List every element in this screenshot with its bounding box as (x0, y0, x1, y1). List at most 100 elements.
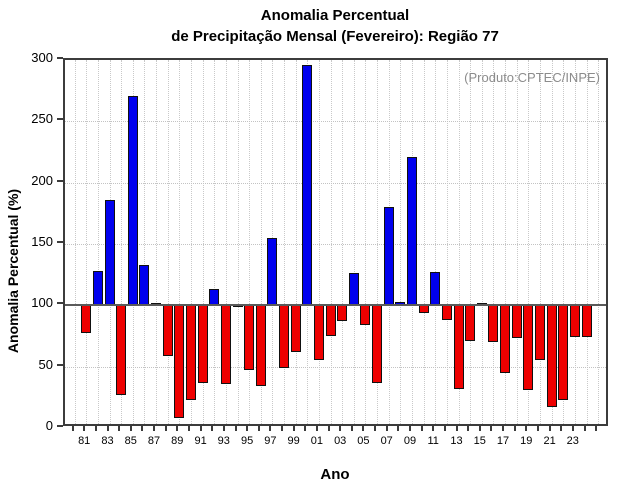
bar-93 (220, 305, 231, 384)
baseline-100 (65, 304, 606, 307)
gridline-v-1989 (179, 60, 181, 424)
x-tick-label-95: 95 (240, 435, 254, 447)
gridline-v-1991 (202, 60, 204, 424)
x-tick-label-13: 13 (450, 435, 463, 447)
x-tick-1984 (118, 426, 121, 431)
x-tick-2011 (432, 426, 435, 431)
bar-22 (558, 305, 569, 400)
x-tick-1985 (129, 426, 132, 431)
x-tick-label-07: 07 (380, 435, 393, 447)
bar-11 (430, 272, 441, 306)
x-tick-2006 (374, 426, 377, 431)
x-tick-label-81: 81 (78, 435, 91, 447)
bar-85 (127, 95, 138, 306)
y-tick-label-250: 250 (31, 111, 53, 127)
gridline-v-2021 (551, 60, 553, 424)
bar-09 (407, 156, 417, 306)
x-tick-label-05: 05 (357, 435, 370, 447)
bar-84 (116, 305, 127, 395)
y-tick-200 (57, 179, 63, 182)
x-tick-label-91: 91 (194, 435, 207, 447)
bar-86 (139, 264, 150, 306)
gridline-v-2022 (563, 60, 565, 424)
x-tick-label-15: 15 (473, 435, 486, 447)
x-tick-2023 (571, 426, 574, 431)
bar-98 (279, 305, 289, 368)
gridline-v-1993 (225, 60, 227, 424)
bar-91 (197, 305, 208, 383)
x-tick-2022 (560, 426, 563, 431)
bar-10 (418, 305, 429, 313)
bar-12 (441, 305, 452, 320)
x-tick-2020 (536, 426, 539, 431)
x-tick-2021 (548, 426, 551, 431)
x-tick-2017 (502, 426, 504, 431)
x-tick-1994 (234, 426, 237, 431)
x-tick-label-87: 87 (147, 435, 161, 447)
x-tick-1989 (176, 426, 179, 431)
x-tick-2016 (490, 426, 493, 431)
x-tick-2019 (525, 426, 528, 431)
x-tick-2009 (409, 426, 411, 431)
x-tick-1998 (281, 426, 283, 431)
gridline-h-200 (65, 182, 606, 184)
x-tick-label-19: 19 (520, 435, 533, 447)
y-tick-150 (57, 241, 63, 243)
gridline-v-2020 (539, 60, 541, 424)
x-tick-label-23: 23 (566, 435, 579, 447)
bar-97 (267, 237, 278, 306)
gridline-h-50 (65, 366, 606, 368)
x-tick-2015 (478, 426, 481, 431)
gridline-v-2023 (574, 60, 576, 424)
gridline-v-1987 (156, 60, 157, 424)
gridline-v-1996 (260, 60, 262, 424)
bar-23 (569, 305, 580, 338)
gridline-v-2014 (470, 60, 472, 424)
x-tick-2002 (327, 426, 330, 431)
x-tick-1986 (141, 426, 144, 431)
x-tick-1990 (187, 426, 190, 431)
bar-89 (174, 305, 185, 419)
gridline-v-1998 (284, 60, 285, 424)
bar-14 (465, 305, 476, 341)
gridline-v-2024 (586, 60, 588, 424)
gridline-v-1981 (86, 60, 88, 424)
chart-title-line2: de Precipitação Mensal (Fevereiro): Regi… (171, 28, 499, 45)
x-tick-2008 (397, 426, 400, 431)
gridline-h-150 (65, 244, 606, 245)
x-tick-1997 (269, 426, 272, 431)
x-tick-label-93: 93 (217, 435, 230, 447)
x-tick-2004 (350, 426, 353, 431)
x-tick-2018 (513, 426, 516, 431)
bar-96 (255, 305, 266, 387)
gridline-v-2008 (400, 60, 402, 424)
gridline-v-2016 (493, 60, 495, 424)
y-tick-label-150: 150 (31, 234, 53, 249)
x-tick-1982 (94, 426, 97, 431)
bar-13 (453, 305, 464, 389)
x-tick-1981 (83, 426, 86, 431)
gridline-v-1990 (190, 60, 192, 424)
bar-18 (511, 305, 522, 339)
x-tick-label-09: 09 (403, 435, 417, 447)
x-tick-1983 (106, 426, 109, 431)
gridline-v-1994 (237, 60, 239, 424)
x-axis-title: Ano (320, 466, 350, 483)
bar-88 (162, 305, 173, 356)
bar-19 (523, 305, 534, 390)
y-tick-100 (57, 302, 63, 305)
gridline-v-2017 (505, 60, 506, 424)
product-annotation: (Produto:CPTEC/INPE) (464, 70, 600, 85)
x-tick-1988 (164, 426, 167, 431)
x-tick-2014 (467, 426, 470, 431)
gridline-v-2015 (481, 60, 483, 424)
bar-81 (81, 305, 92, 334)
x-tick-2007 (385, 426, 388, 431)
gridline-v-1986 (144, 60, 146, 424)
x-tick-label-97: 97 (264, 435, 277, 447)
x-tick-label-83: 83 (101, 435, 114, 447)
x-tick-label-89: 89 (171, 435, 184, 447)
x-tick-2012 (443, 426, 446, 431)
bar-01 (313, 305, 324, 361)
x-tick-2024 (583, 426, 586, 431)
